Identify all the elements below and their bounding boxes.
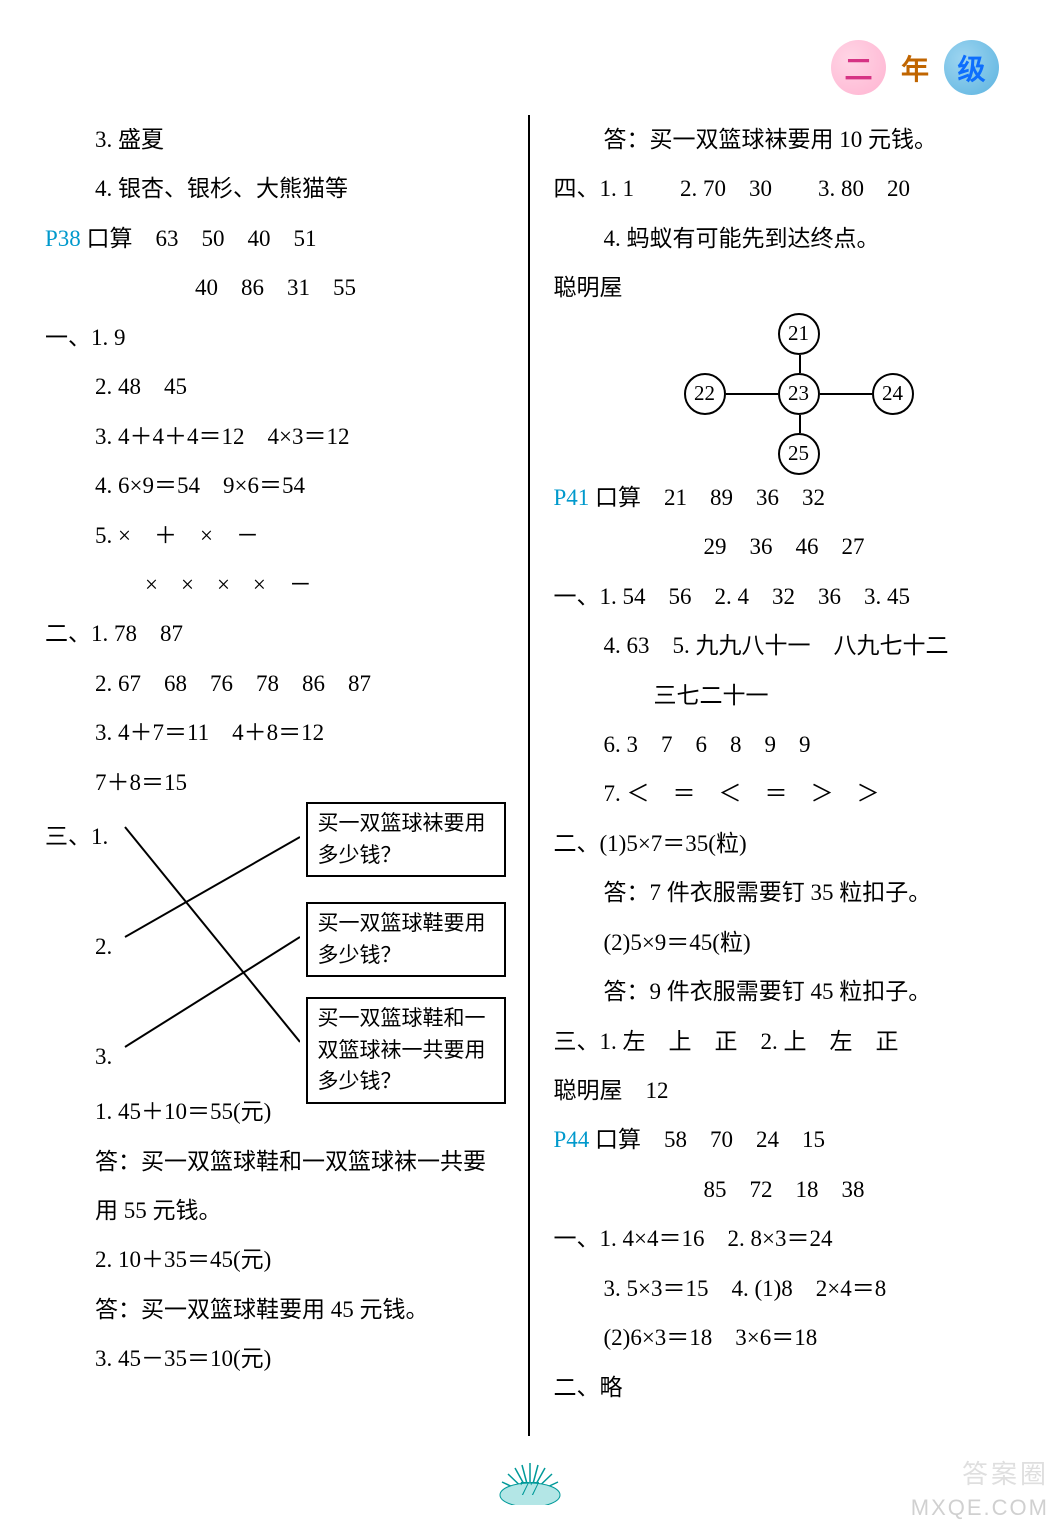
text-line: 2. 10＋35＝45(元): [45, 1235, 506, 1284]
values: 29 36 46 27: [554, 522, 1015, 571]
column-divider: [528, 115, 530, 1436]
cross-line: [799, 355, 801, 373]
text-line: 4. 银杏、银杉、大熊猫等: [45, 164, 506, 213]
grade-header: 二 年 级: [831, 40, 999, 95]
text-line: 2. 67 68 76 78 86 87: [45, 659, 506, 708]
text-line: 4. 蚂蚁有可能先到达终点。: [554, 214, 1015, 263]
text-line: 3. 45－35＝10(元): [45, 1334, 506, 1383]
values: 58 70 24 15: [664, 1127, 825, 1152]
text-line: 4. 6×9＝54 9×6＝54: [45, 461, 506, 510]
values: 21 89 36 32: [664, 485, 825, 510]
grade-balloon-left: 二: [831, 40, 886, 95]
cross-line: [726, 393, 778, 395]
text-line: 6. 3 7 6 8 9 9: [554, 720, 1015, 769]
answer-text: 答：买一双篮球袜要用 10 元钱。: [554, 115, 1015, 164]
text-line: 3. 盛夏: [45, 115, 506, 164]
p44-line: P44 口算 58 70 24 15: [554, 1115, 1015, 1164]
text-line: 7＋8＝15: [45, 758, 506, 807]
cross-line: [799, 415, 801, 433]
text-line: 三七二十一: [554, 671, 1015, 720]
answer-text: 答：9 件衣服需要钉 45 粒扣子。: [554, 967, 1015, 1016]
values: 85 72 18 38: [554, 1165, 1015, 1214]
match-box-3: 买一双篮球鞋和一双篮球袜一共要用多少钱？: [306, 997, 506, 1104]
page-ref: P38: [45, 226, 81, 251]
smart-label: 聪明屋: [554, 263, 1015, 312]
year-char: 年: [901, 48, 929, 88]
left-column: 3. 盛夏 4. 银杏、银杉、大熊猫等 P38 口算 63 50 40 51 4…: [45, 115, 526, 1436]
text-line: 3. 4＋7＝11 4＋8＝12: [45, 708, 506, 757]
text-line: × × × × －: [45, 560, 506, 609]
text-line: 3. 5×3＝15 4. (1)8 2×4＝8: [554, 1264, 1015, 1313]
text-line: (2)6×3＝18 3×6＝18: [554, 1313, 1015, 1362]
text-line: 聪明屋 12: [554, 1066, 1015, 1115]
values: 40 86 31 55: [45, 263, 506, 312]
node-bottom: 25: [778, 433, 820, 475]
values: 63 50 40 51: [156, 226, 317, 251]
section-4: 四、1. 1 2. 70 30 3. 80 20: [554, 164, 1015, 213]
cross-line: [820, 393, 872, 395]
answer-text: 答：买一双篮球鞋和一双篮球袜一共要用 55 元钱。: [45, 1137, 506, 1236]
match-box-1: 买一双篮球袜要用多少钱？: [306, 802, 506, 877]
section-2-head: 二、1. 78 87: [45, 609, 506, 658]
label: 口算: [595, 1127, 641, 1152]
text-line: 2. 48 45: [45, 362, 506, 411]
text-line: 二、(1)5×7＝35(粒): [554, 819, 1015, 868]
node-left: 22: [684, 373, 726, 415]
node-top: 21: [778, 313, 820, 355]
content-area: 3. 盛夏 4. 银杏、银杉、大熊猫等 P38 口算 63 50 40 51 4…: [45, 115, 1014, 1436]
label: 口算: [87, 226, 133, 251]
answer-text: 答：7 件衣服需要钉 35 粒扣子。: [554, 868, 1015, 917]
node-center: 23: [778, 373, 820, 415]
text-line: 4. 63 5. 九九八十一 八九七十二: [554, 621, 1015, 670]
match-lines: [90, 807, 300, 1087]
section-1-head: 一、1. 9: [45, 313, 506, 362]
text-line: 一、1. 54 56 2. 4 32 36 3. 45: [554, 572, 1015, 621]
grade-balloon-right: 级: [944, 40, 999, 95]
page-ref: P41: [554, 485, 590, 510]
number-cross-diagram: 21 22 23 24 25: [684, 313, 914, 473]
text-line: 一、1. 4×4＝16 2. 8×3＝24: [554, 1214, 1015, 1263]
page-footer: 77: [470, 1460, 590, 1501]
node-right: 24: [872, 373, 914, 415]
text-line: 7. ＜ ＝ ＜ ＝ ＞ ＞: [554, 769, 1015, 818]
right-column: 答：买一双篮球袜要用 10 元钱。 四、1. 1 2. 70 30 3. 80 …: [532, 115, 1015, 1436]
watermark-text: 答案圈: [962, 1454, 1049, 1491]
page-ref: P44: [554, 1127, 590, 1152]
p38-line: P38 口算 63 50 40 51: [45, 214, 506, 263]
label: 口算: [595, 485, 641, 510]
text-line: 3. 4＋4＋4＝12 4×3＝12: [45, 412, 506, 461]
match-box-2: 买一双篮球鞋要用多少钱？: [306, 902, 506, 977]
text-line: 5. × ＋ × －: [45, 511, 506, 560]
matching-diagram: 三、1. 2. 3. 买一双篮球袜要用多少钱？ 买一双篮球鞋要用多少钱？ 买一双…: [45, 807, 506, 1087]
answer-text: 答：买一双篮球鞋要用 45 元钱。: [45, 1285, 506, 1334]
text-line: (2)5×9＝45(粒): [554, 918, 1015, 967]
p41-line: P41 口算 21 89 36 32: [554, 473, 1015, 522]
text-line: 二、略: [554, 1363, 1015, 1412]
text-line: 三、1. 左 上 正 2. 上 左 正: [554, 1017, 1015, 1066]
watermark-url: MXQE.COM: [911, 1495, 1049, 1521]
